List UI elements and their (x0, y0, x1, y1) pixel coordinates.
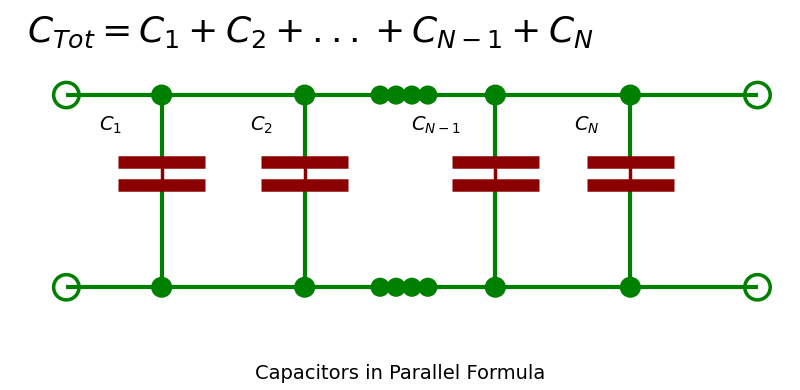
Ellipse shape (419, 87, 436, 104)
Ellipse shape (387, 87, 405, 104)
Ellipse shape (371, 87, 389, 104)
Ellipse shape (621, 85, 640, 105)
Ellipse shape (152, 278, 171, 297)
Text: Capacitors in Parallel Formula: Capacitors in Parallel Formula (255, 364, 545, 383)
Text: $C_{N-1}$: $C_{N-1}$ (410, 115, 461, 136)
Ellipse shape (403, 87, 421, 104)
Text: $C_1$: $C_1$ (98, 115, 122, 136)
Text: $C_N$: $C_N$ (574, 115, 599, 136)
Ellipse shape (387, 279, 405, 296)
Text: $C_{Tot} = C_1 + C_2 + ... + C_{N-1} + C_N$: $C_{Tot} = C_1 + C_2 + ... + C_{N-1} + C… (26, 14, 594, 50)
Ellipse shape (295, 278, 314, 297)
Ellipse shape (419, 279, 436, 296)
Ellipse shape (295, 85, 314, 105)
Ellipse shape (152, 85, 171, 105)
Text: $C_2$: $C_2$ (250, 115, 273, 136)
Ellipse shape (371, 279, 389, 296)
Ellipse shape (621, 278, 640, 297)
Ellipse shape (486, 85, 505, 105)
Ellipse shape (403, 279, 421, 296)
Ellipse shape (486, 278, 505, 297)
